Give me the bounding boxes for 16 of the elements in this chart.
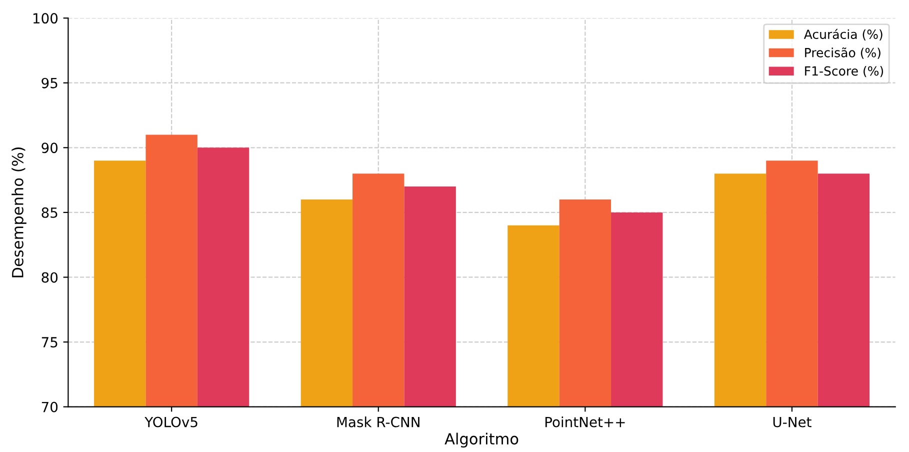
x-tick-label: YOLOv5 <box>144 416 198 428</box>
y-tick-label: 80 <box>42 272 58 283</box>
y-tick-label: 85 <box>42 207 58 218</box>
x-tick-label: U-Net <box>773 416 812 428</box>
x-tick-label: PointNet++ <box>545 416 625 428</box>
legend-label: Precisão (%) <box>805 47 880 59</box>
legend-label: Acurácia (%) <box>804 28 882 40</box>
y-tick-label: 95 <box>42 78 58 88</box>
y-axis-title: Desempenho (%) <box>12 148 26 278</box>
y-tick-label: 75 <box>42 337 58 348</box>
x-axis-title: Algoritmo <box>444 432 518 448</box>
y-tick-label: 100 <box>33 13 58 24</box>
x-tick-label: Mask R-CNN <box>337 416 420 428</box>
y-tick-label: 90 <box>42 142 58 154</box>
legend-label: F1-Score (%) <box>805 66 884 78</box>
y-tick-label: 70 <box>42 402 58 412</box>
